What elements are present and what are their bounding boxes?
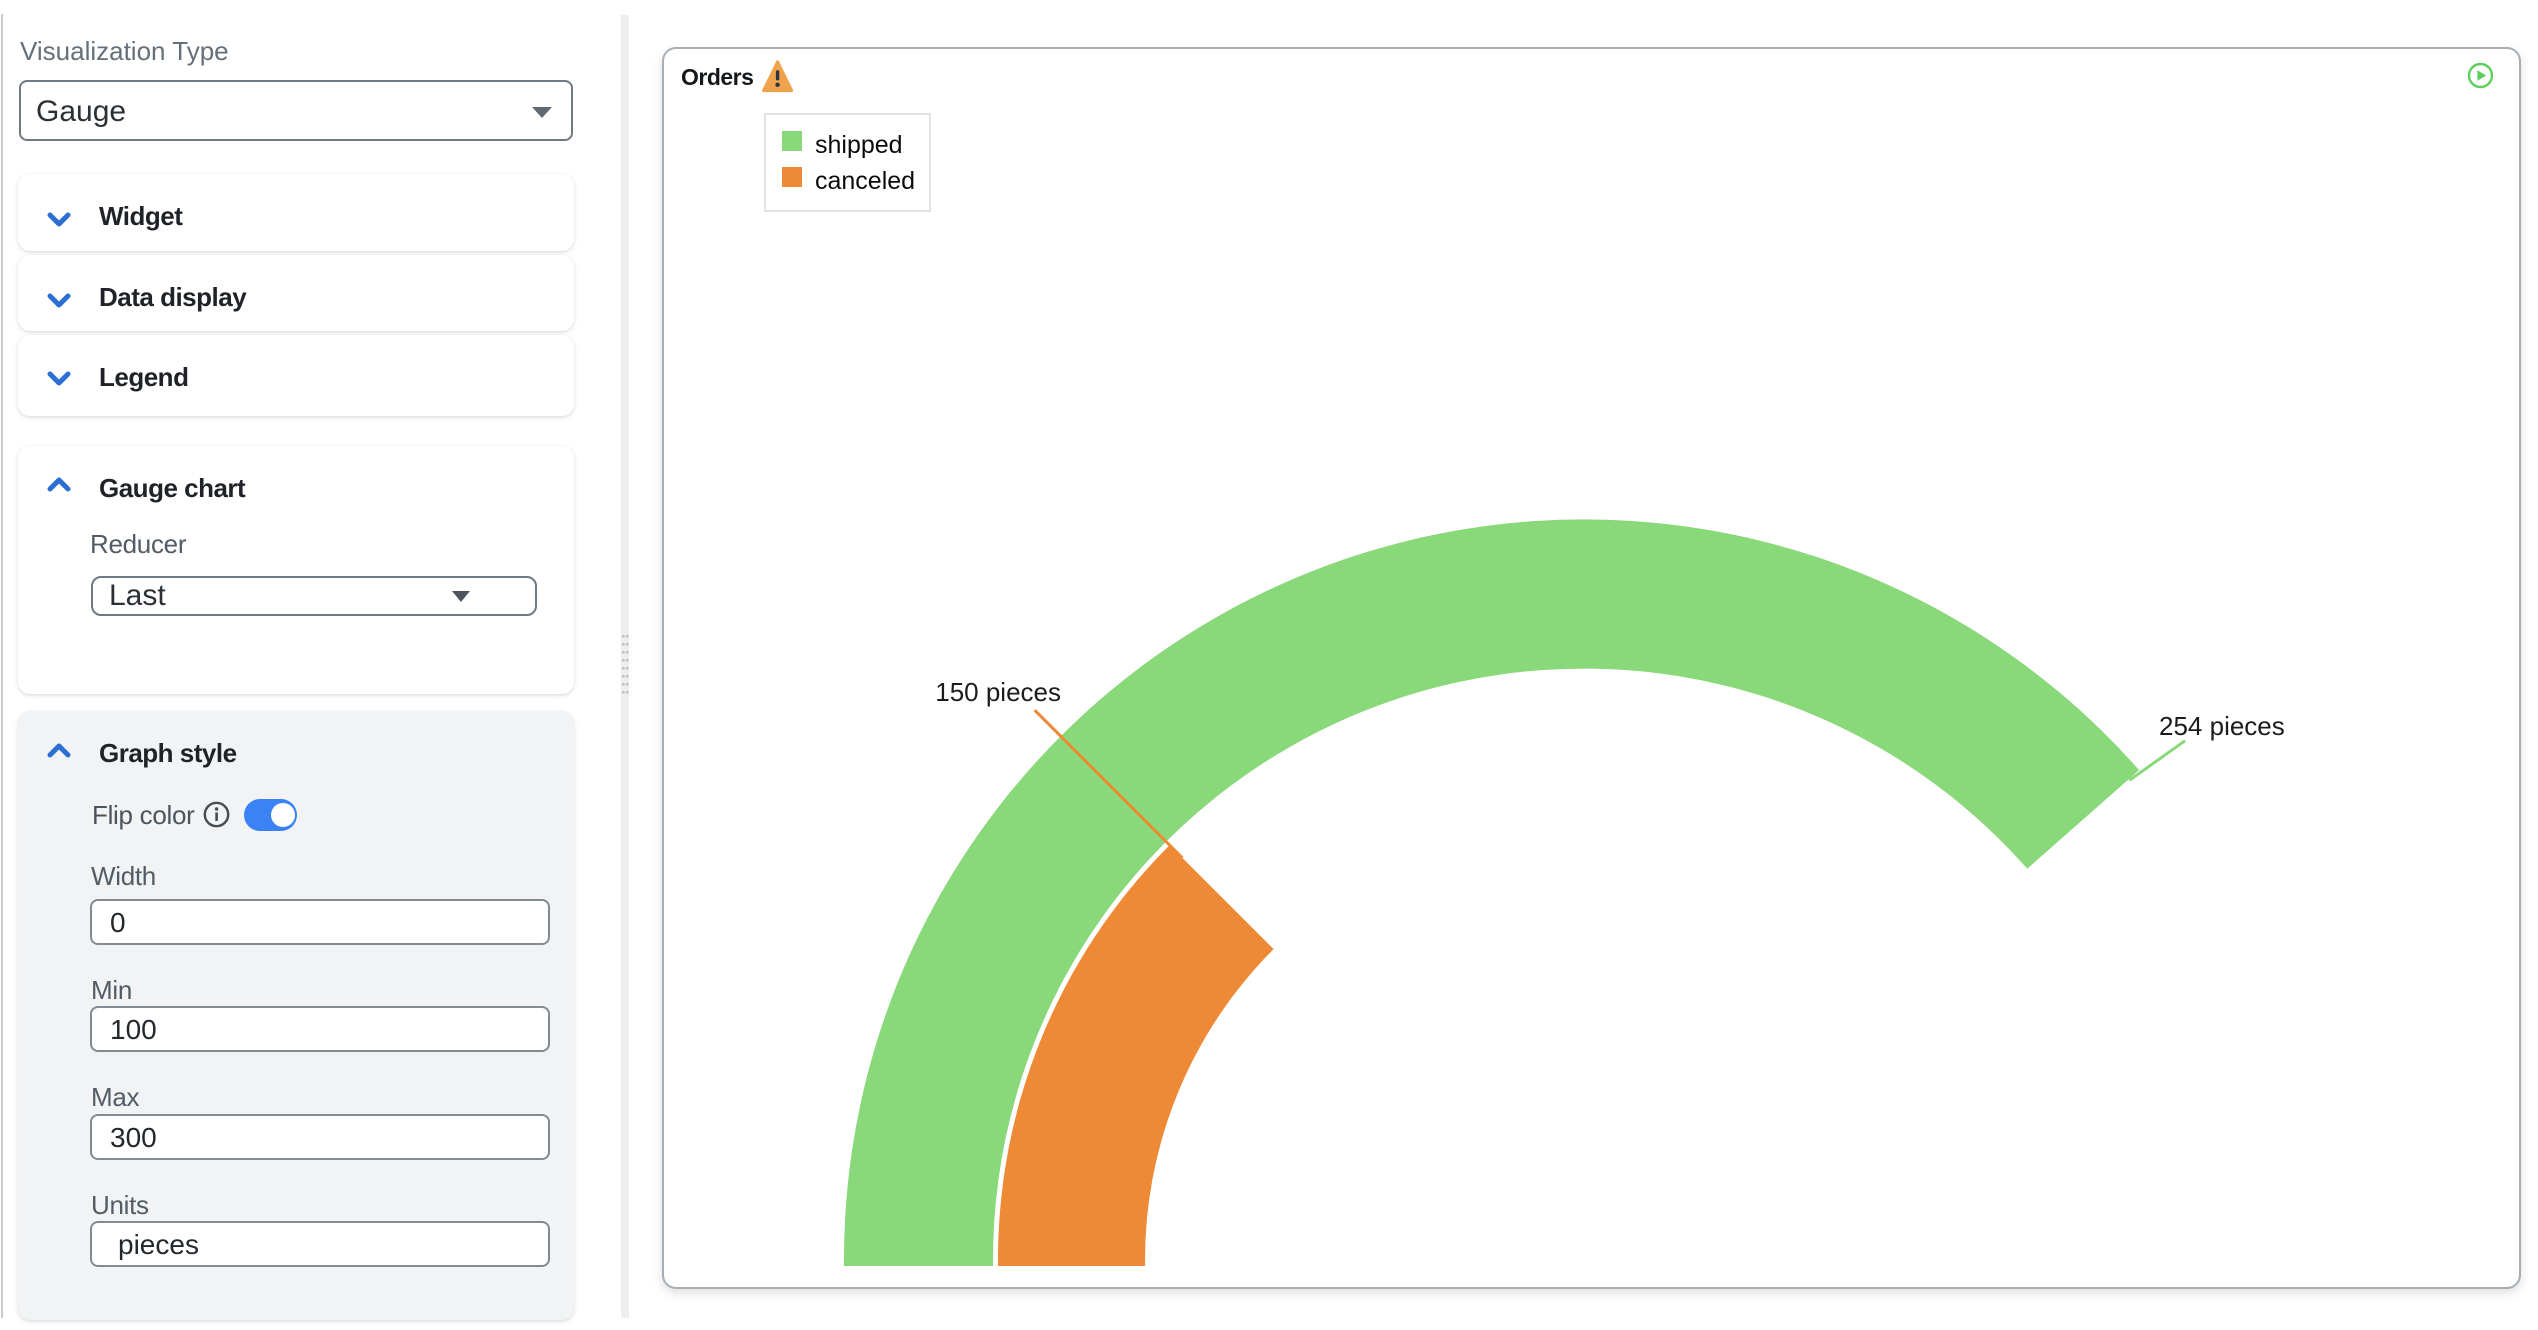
svg-text:150 pieces: 150 pieces	[935, 677, 1061, 707]
svg-text:254 pieces: 254 pieces	[2159, 711, 2285, 741]
